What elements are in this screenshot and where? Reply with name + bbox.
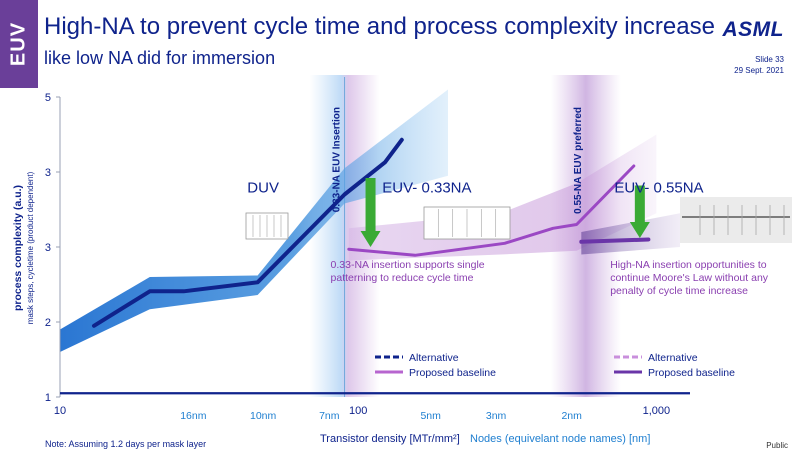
- node-tick-label: 3nm: [486, 410, 507, 422]
- green-arrow-head: [360, 231, 381, 247]
- region-label: EUV- 0.33NA: [382, 179, 471, 196]
- annotation-text: penalty of cycle time increase: [610, 285, 748, 297]
- green-arrow-shaft: [634, 185, 645, 224]
- x-tick-label: 1,000: [643, 405, 671, 417]
- y-tick-label: 1: [45, 392, 51, 404]
- x-tick-label: 10: [54, 405, 66, 417]
- green-arrow-head: [629, 222, 650, 238]
- x-axis-secondary-label: Nodes (equivelant node names) [nm]: [470, 433, 650, 445]
- slide-date: 29 Sept. 2021: [734, 66, 784, 75]
- classification-label: Public: [766, 441, 788, 450]
- y-tick-label: 3: [45, 167, 51, 179]
- insertion-label: 0.55-NA EUV preferred: [573, 107, 584, 214]
- legend-label: Alternative: [409, 352, 459, 364]
- node-tick-label: 7nm: [319, 410, 340, 422]
- legend-label: Proposed baseline: [648, 367, 735, 379]
- series-line: [347, 164, 636, 257]
- annotation-text: continue Moore's Law without any: [610, 272, 769, 284]
- legend-label: Proposed baseline: [409, 367, 496, 379]
- euv-section-tab: EUV: [0, 0, 38, 88]
- y-tick-label: 3: [45, 242, 51, 254]
- uncertainty-band: [60, 89, 448, 352]
- x-axis-label: Transistor density [MTr/mm²]: [320, 433, 460, 445]
- region-label: DUV: [247, 179, 279, 196]
- y-tick-label: 2: [45, 317, 51, 329]
- x-tick-label: 100: [349, 405, 367, 417]
- node-tick-label: 16nm: [180, 410, 207, 422]
- annotation-text: 0.33-NA insertion supports single: [331, 259, 485, 271]
- series-line: [579, 237, 651, 244]
- legend-label: Alternative: [648, 352, 698, 364]
- y-axis-label: process complexity (a.u.): [12, 185, 24, 311]
- node-tick-label: 10nm: [250, 410, 277, 422]
- node-tick-label: 2nm: [561, 410, 582, 422]
- y-axis-sublabel: mask steps, cycletime (product dependent…: [26, 171, 35, 324]
- slide-title: High-NA to prevent cycle time and proces…: [44, 13, 715, 40]
- slide-number: Slide 33: [755, 55, 784, 64]
- region-label: EUV- 0.55NA: [614, 179, 703, 196]
- footnote: Note: Assuming 1.2 days per mask layer: [45, 439, 207, 449]
- slide-subtitle: like low NA did for immersion: [44, 48, 276, 68]
- high-na-scanner-shadow: [680, 197, 792, 243]
- y-tick-label: 5: [45, 92, 51, 104]
- uncertainty-band: [581, 213, 680, 255]
- green-arrow-shaft: [365, 178, 376, 233]
- node-tick-label: 5nm: [420, 410, 441, 422]
- insertion-label: 0.33-NA EUV Insertion: [332, 107, 343, 212]
- asml-logo: ASML: [722, 18, 784, 41]
- annotation-text: High-NA insertion opportunities to: [610, 259, 767, 271]
- series-line: [92, 137, 404, 328]
- annotation-text: patterning to reduce cycle time: [331, 272, 474, 284]
